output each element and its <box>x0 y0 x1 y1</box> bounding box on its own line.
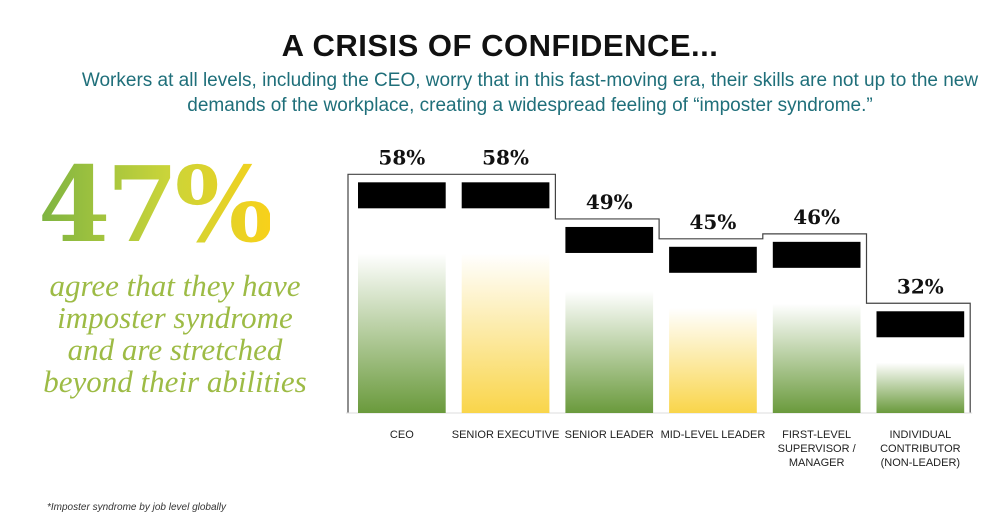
data-label: 45% <box>690 210 737 234</box>
category-label: SENIOR EXECUTIVE <box>451 429 560 441</box>
bar <box>876 362 965 413</box>
redaction-block <box>772 241 861 268</box>
redaction-block <box>669 246 757 273</box>
headline-text: agree that they have imposter syndrome a… <box>43 268 307 399</box>
redaction-block <box>358 182 446 209</box>
category-label: CEO <box>389 429 414 441</box>
data-label: 58% <box>482 145 529 169</box>
redaction-block <box>565 226 654 253</box>
category-label: SENIOR LEADER <box>564 429 654 441</box>
data-label: 32% <box>897 274 944 298</box>
redaction-block <box>876 311 965 338</box>
subtitle: Workers at all levels, including the CEO… <box>81 70 979 116</box>
bar <box>461 253 550 413</box>
footnote: *Imposter syndrome by job level globally <box>47 502 226 513</box>
category-label: MID-LEVEL LEADER <box>660 429 766 441</box>
redaction-block <box>461 182 550 209</box>
category-label: INDIVIDUAL CONTRIBUTOR (NON-LEADER) <box>880 429 961 469</box>
title: A CRISIS OF CONFIDENCE... <box>281 28 719 63</box>
bar <box>772 303 861 413</box>
data-label: 46% <box>793 205 840 229</box>
bar <box>669 308 757 413</box>
bar <box>565 291 654 413</box>
data-label: 58% <box>378 145 425 169</box>
data-label: 49% <box>586 190 633 214</box>
bar <box>358 253 446 413</box>
chart-outline <box>347 173 971 413</box>
category-label: FIRST-LEVEL SUPERVISOR / MANAGER <box>777 429 856 469</box>
headline-stat: 47% <box>38 143 274 266</box>
